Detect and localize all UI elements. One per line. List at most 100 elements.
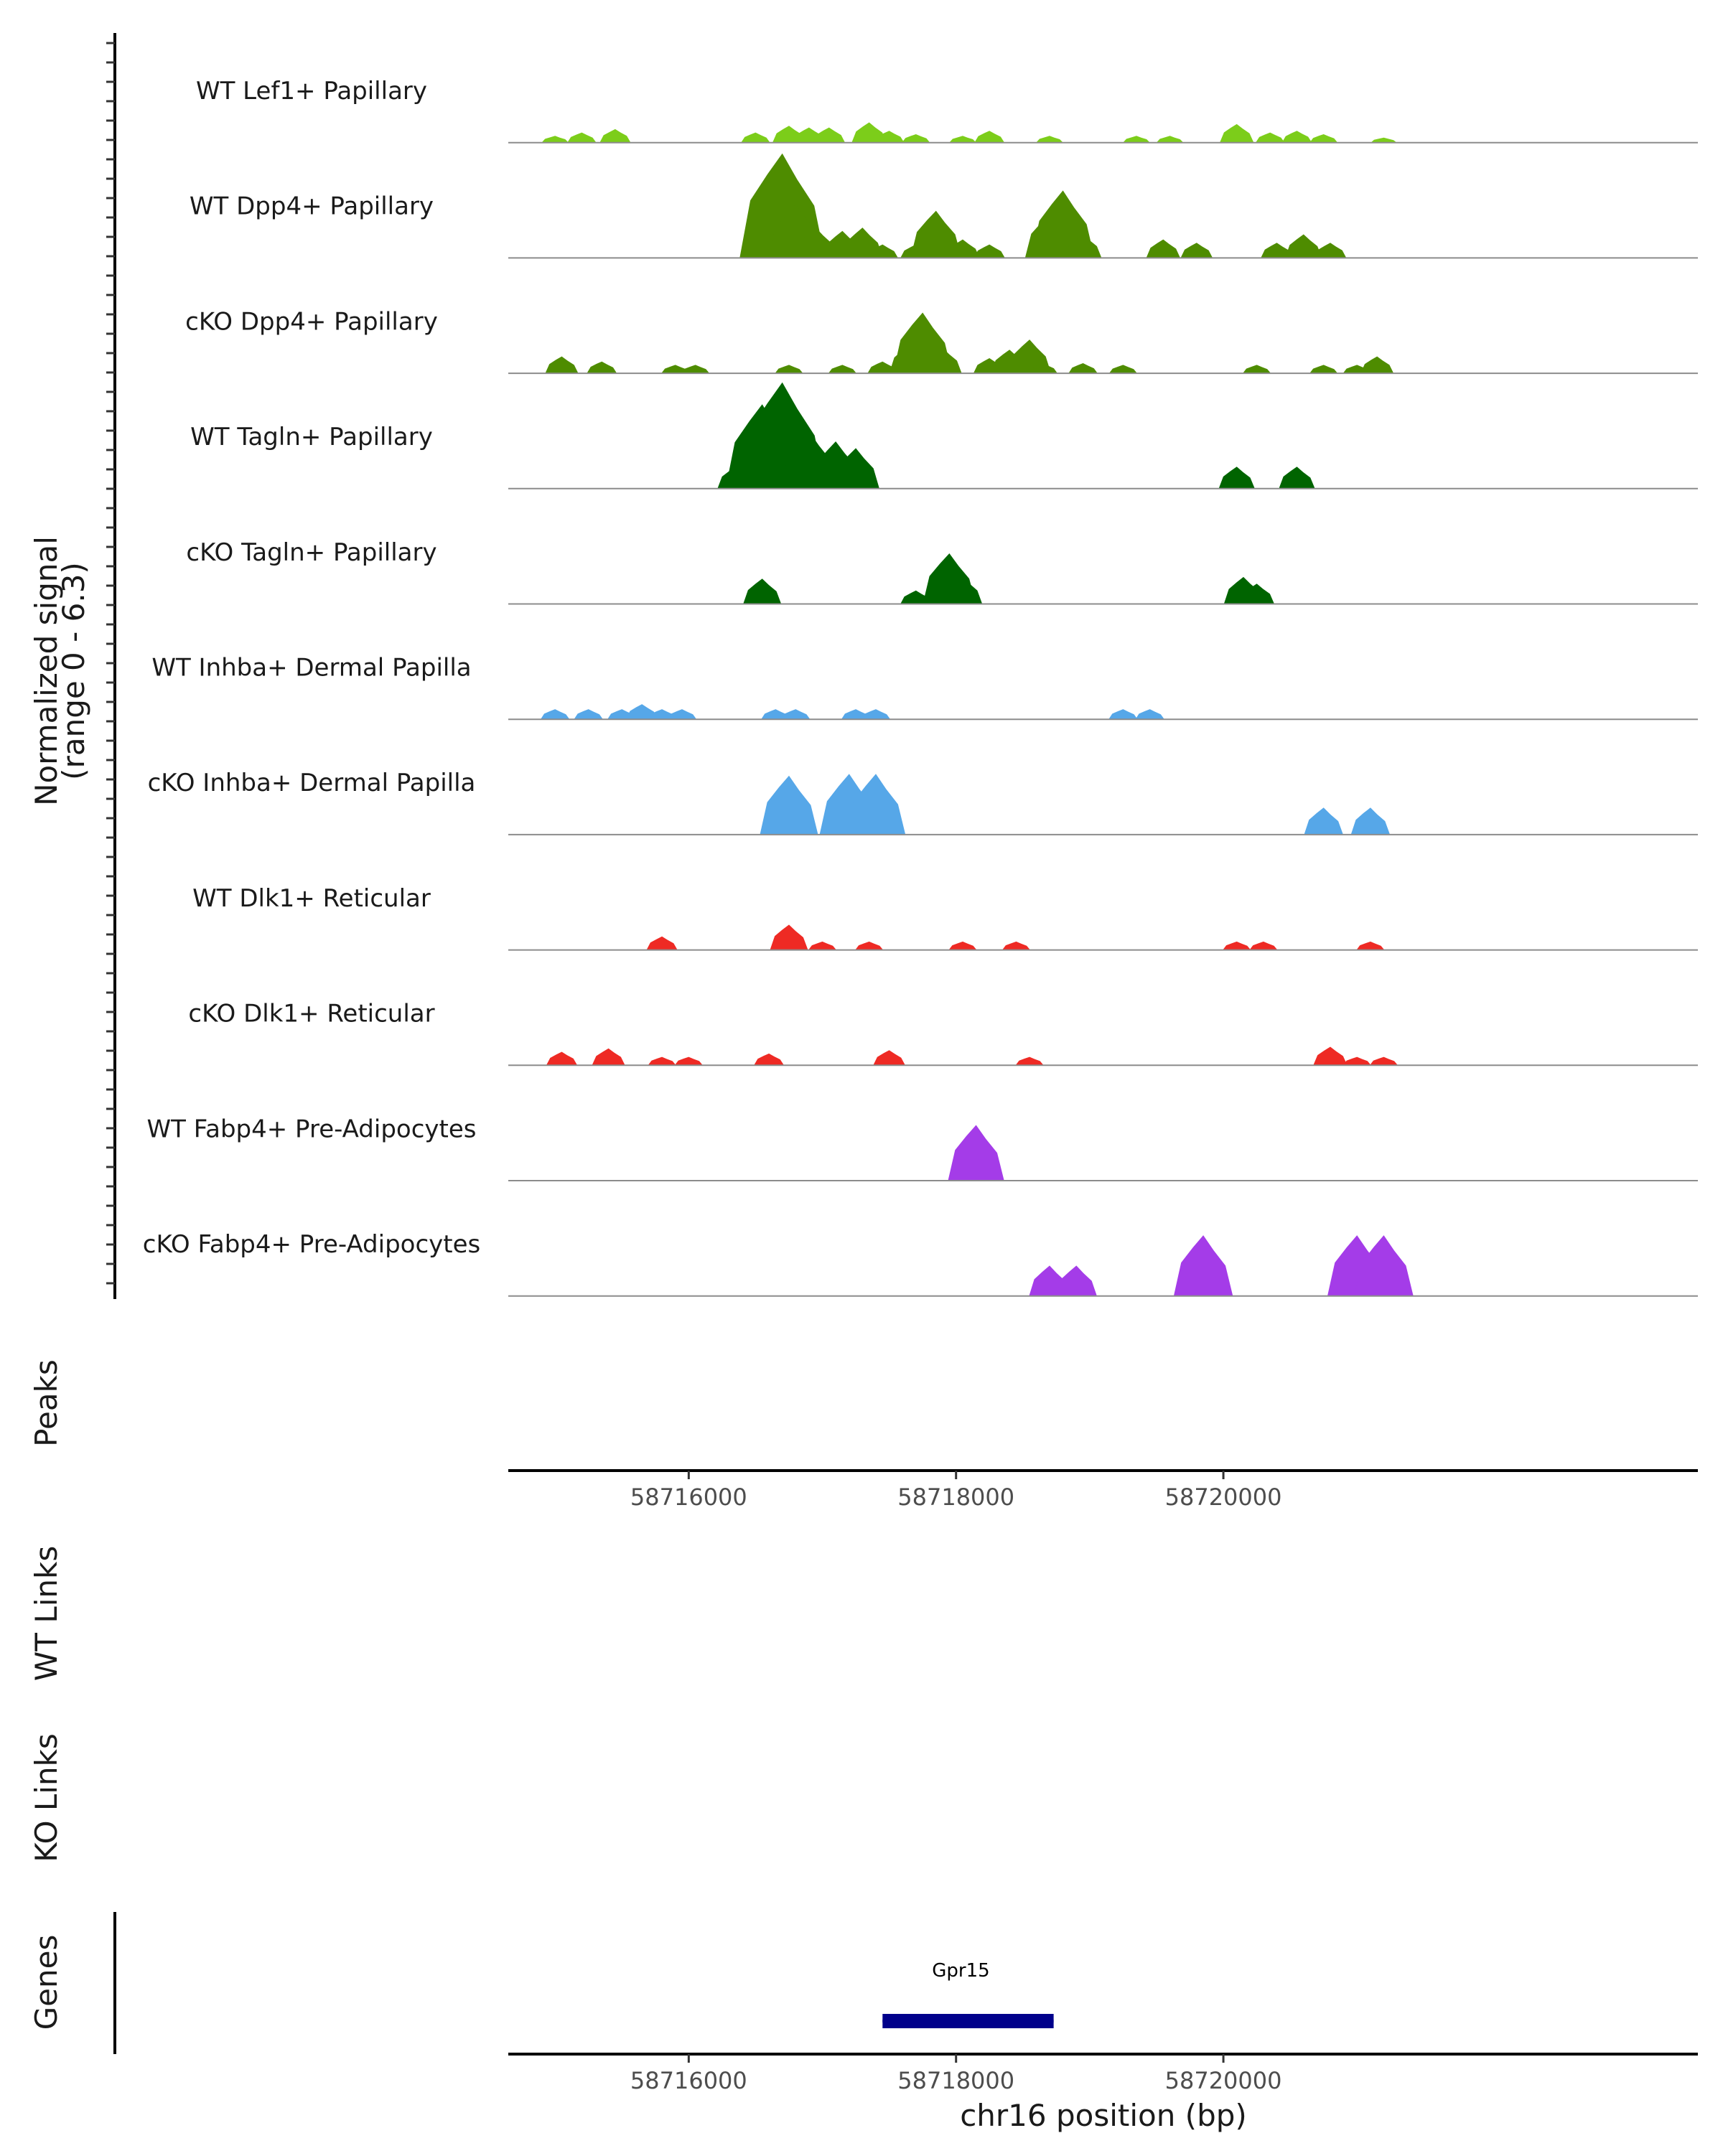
coverage-peak [1281, 131, 1312, 143]
coverage-peak [775, 365, 803, 374]
coverage-peak [945, 239, 980, 258]
coverage-peak [646, 936, 678, 950]
coverage-tracks: WT Lef1+ Papillary WT Dpp4+ Papillary cKO … [143, 77, 1698, 1297]
track-1: WT Lef1+ Papillary [196, 77, 1698, 144]
x-axis-tick-label: 58720000 [1165, 1484, 1282, 1511]
coverage-peak [1350, 807, 1391, 835]
coverage-peak [1135, 709, 1164, 720]
signal-y-axis-ticks [106, 42, 115, 1285]
track-label: cKO Inhba+ Dermal Papilla [148, 769, 476, 797]
coverage-peak [1173, 1235, 1233, 1296]
coverage-peak [1028, 363, 1057, 374]
coverage-peak [867, 244, 898, 258]
genes-x-axis-ticks: 58716000 58718000 58720000 [630, 2054, 1282, 2094]
track-11: cKO Fabp4+ Pre-Adipocytes [143, 1230, 1698, 1297]
track-7: cKO Inhba+ Dermal Papilla [148, 769, 1698, 835]
coverage-peak [1371, 137, 1397, 143]
coverage-peak [813, 127, 846, 143]
peaks-x-axis-ticks: 58716000 58718000 58720000 [630, 1471, 1282, 1511]
track-8: WT Dlk1+ Reticular [192, 884, 1698, 951]
coverage-peak [681, 365, 710, 374]
coverage-peak [923, 347, 962, 374]
track-4: WT Tagln+ Papillary [190, 382, 1698, 489]
coverage-peak [1313, 1046, 1348, 1066]
gene-annotations: Gpr15 [882, 1960, 1054, 2028]
coverage-peak [760, 775, 818, 835]
coverage-peak [674, 1056, 703, 1066]
coverage-peak [1220, 123, 1254, 143]
gene-gpr15: Gpr15 [882, 1960, 1054, 2028]
x-axis-tick-label: 58718000 [897, 1484, 1014, 1511]
coverage-peak [541, 709, 570, 720]
wt-links-panel-label: WT Links [29, 1546, 64, 1681]
track-label: WT Tagln+ Papillary [190, 423, 433, 451]
coverage-peak [948, 941, 977, 950]
coverage-peak [743, 578, 782, 604]
coverage-peak [1055, 1265, 1097, 1296]
coverage-peak [1015, 1056, 1044, 1066]
track-label: WT Lef1+ Papillary [196, 77, 427, 106]
coverage-peak [1123, 136, 1150, 143]
coverage-peak [1243, 365, 1271, 374]
coverage-peak [599, 128, 631, 143]
ko-links-panel-label: KO Links [29, 1733, 64, 1862]
coverage-peak [781, 709, 811, 720]
coverage-peak [867, 361, 898, 374]
track-label: cKO Dlk1+ Reticular [188, 1000, 434, 1028]
coverage-peak [1218, 467, 1255, 489]
track-label: WT Dpp4+ Papillary [190, 192, 434, 221]
track-9: cKO Dlk1+ Reticular [188, 1000, 1698, 1067]
coverage-peak [1249, 941, 1278, 950]
coverage-peak [1223, 941, 1251, 950]
coverage-peak [874, 131, 905, 143]
track-10: WT Fabp4+ Pre-Adipocytes [147, 1115, 1698, 1181]
signal-axis-title-line1: Normalized signal [29, 536, 64, 806]
coverage-peak [754, 1053, 784, 1066]
coverage-peak [1156, 136, 1184, 143]
coverage-peak [1309, 365, 1338, 374]
coverage-peak [587, 361, 617, 374]
coverage-peak [949, 136, 976, 143]
track-2: WT Dpp4+ Papillary [190, 153, 1698, 259]
track-label: cKO Dpp4+ Papillary [185, 307, 438, 336]
x-axis-tick-label: 58716000 [630, 1484, 747, 1511]
coverage-peak [648, 1056, 676, 1066]
coverage-peak [1036, 136, 1063, 143]
track-3: cKO Dpp4+ Papillary [185, 307, 1698, 375]
signal-axis-title-line2: (range 0 - 6.3) [56, 562, 91, 780]
coverage-peak [770, 924, 808, 950]
genes-panel-label: Genes [29, 1935, 64, 2030]
coverage-peak [1002, 941, 1030, 950]
coverage-peak [1343, 1056, 1371, 1066]
coverage-peak [1356, 941, 1385, 950]
coverage-peak [1146, 239, 1180, 258]
coverage-peak [1304, 807, 1343, 835]
coverage-peak [667, 709, 697, 720]
track-label: WT Dlk1+ Reticular [192, 884, 431, 913]
coverage-peak [741, 132, 770, 143]
coverage-peak [1180, 243, 1213, 258]
coverage-peak [567, 132, 597, 143]
coverage-peak [1370, 1056, 1398, 1066]
x-axis-title: chr16 position (bp) [960, 2098, 1247, 2133]
track-5: cKO Tagln+ Papillary [186, 538, 1698, 605]
coverage-peak [1285, 234, 1322, 258]
coverage-peak [541, 136, 569, 143]
coverage-peak [1360, 356, 1394, 374]
axes: Normalized signal (range 0 - 6.3) Peaks … [29, 33, 1698, 2133]
coverage-peak [1309, 134, 1338, 143]
gene-label: Gpr15 [932, 1960, 989, 1982]
track-label: cKO Tagln+ Papillary [186, 538, 436, 567]
coverage-peak [1279, 467, 1315, 489]
coverage-peak [973, 244, 1005, 258]
coverage-peak [948, 1125, 1004, 1181]
coverage-peak [832, 448, 879, 489]
peaks-panel-label: Peaks [29, 1359, 64, 1447]
x-axis-tick-label: 58720000 [1165, 2067, 1282, 2094]
coverage-peak [1068, 363, 1098, 374]
coverage-peak [1064, 234, 1102, 258]
coverage-peak [828, 365, 856, 374]
coverage-peak [1256, 132, 1285, 143]
